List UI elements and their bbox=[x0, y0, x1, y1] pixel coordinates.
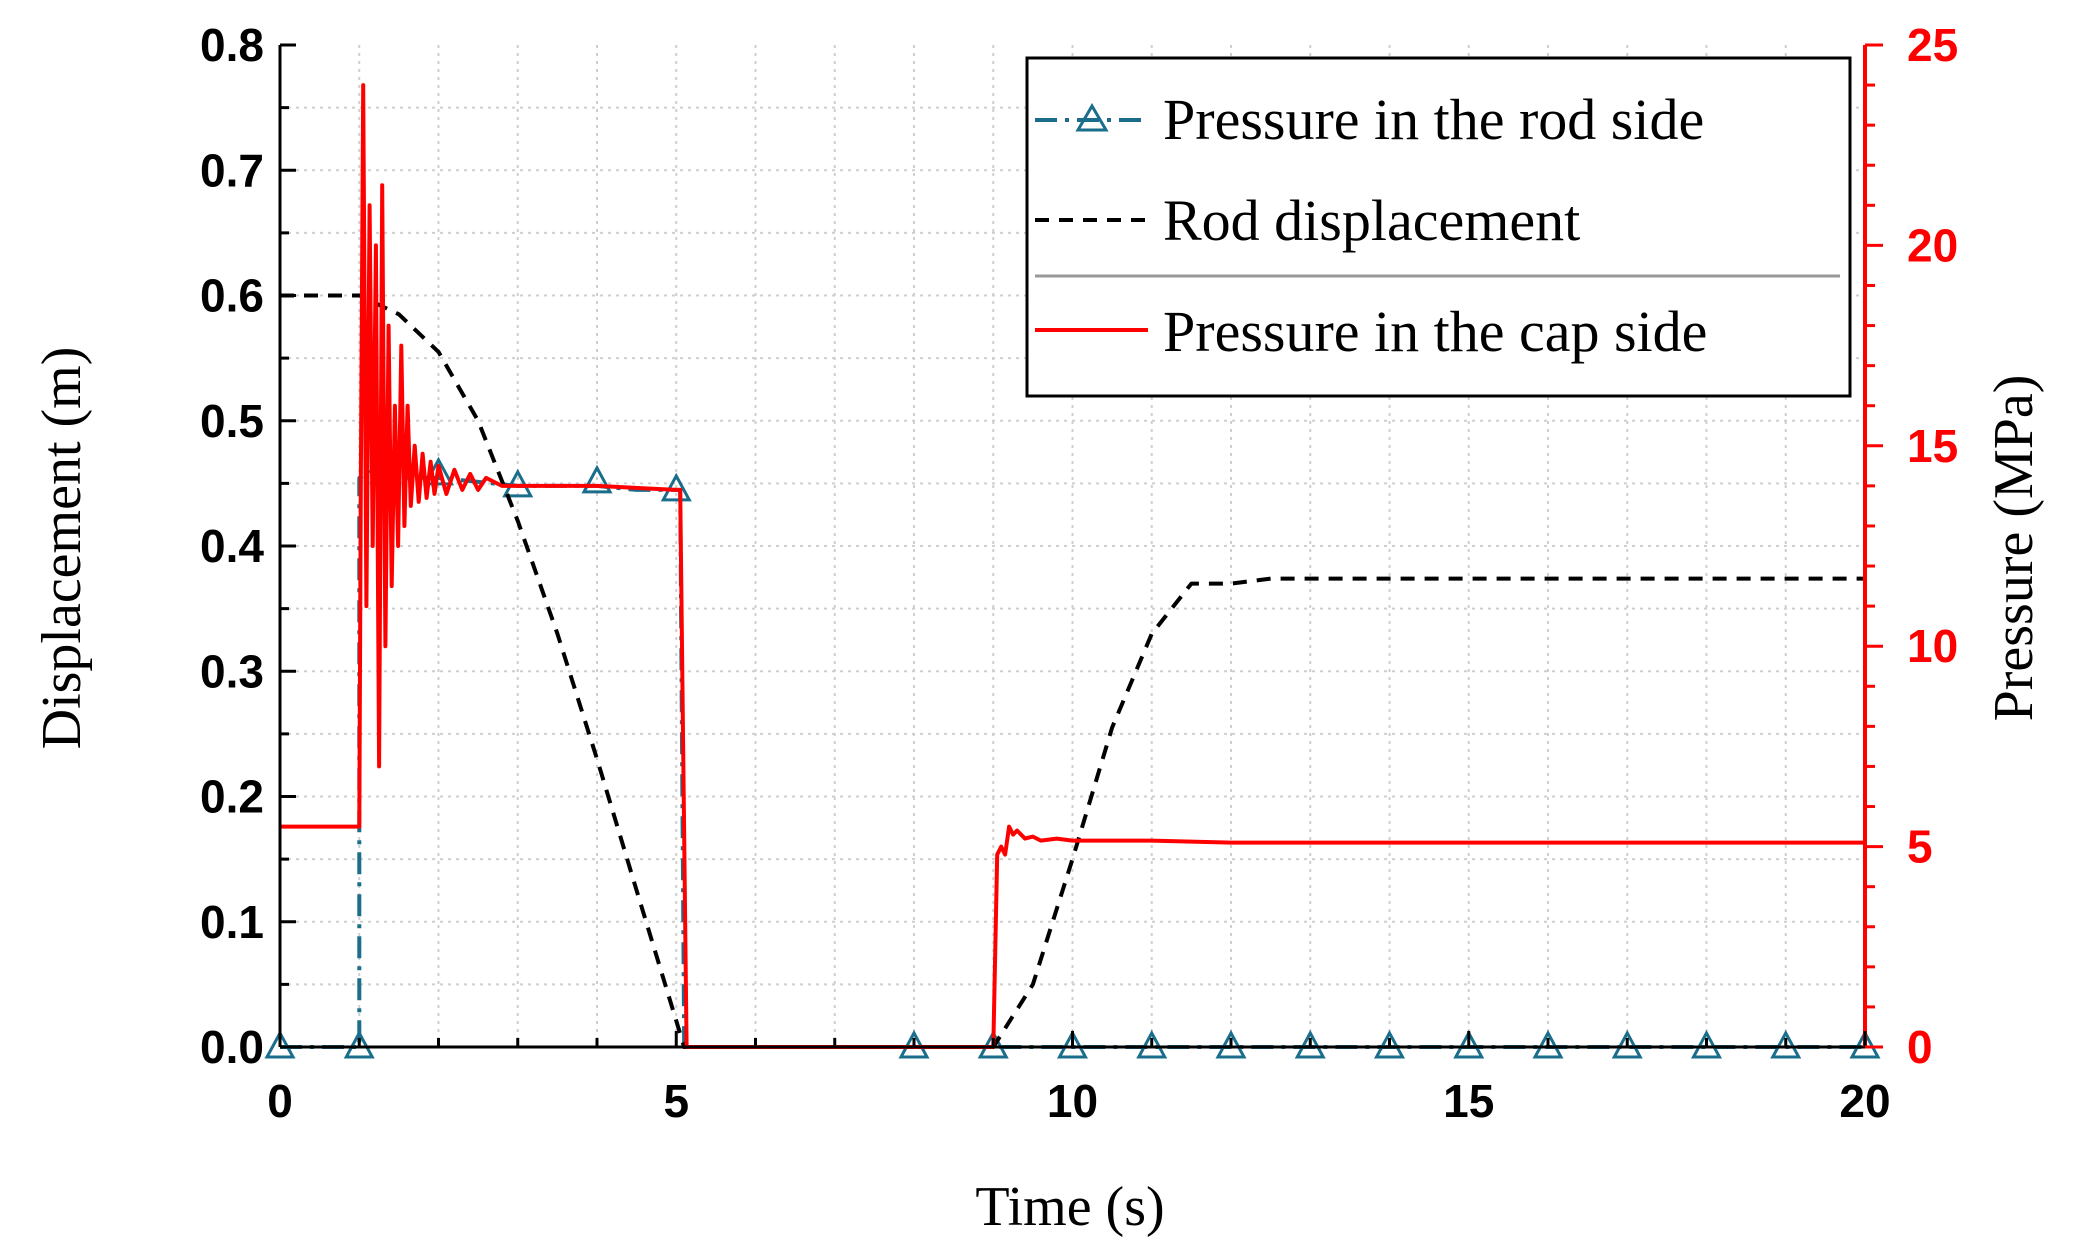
rod-side-marker bbox=[1849, 1029, 1881, 1059]
y-left-tick-label: 0.5 bbox=[200, 395, 264, 447]
grid bbox=[280, 45, 1865, 1047]
rod-side-marker bbox=[1294, 1029, 1326, 1059]
rod-side-marker bbox=[343, 1029, 375, 1059]
tick-labels: 0 5 10 15 20 0.0 0.1 0.2 0.3 0.4 0.5 0.6 0.7 0.8 0 5 10 1… bbox=[200, 19, 1958, 1127]
legend: Pressure in the rod side Rod displacemen… bbox=[1025, 56, 1852, 398]
y-left-tick-label: 0.6 bbox=[200, 270, 264, 322]
legend-box bbox=[1025, 56, 1852, 398]
axes bbox=[278, 43, 1883, 1049]
x-tick-label: 0 bbox=[267, 1075, 293, 1127]
y-left-axis-title: Displacement (m) bbox=[31, 347, 93, 750]
rod-side-marker bbox=[264, 1029, 296, 1059]
rod-side-marker bbox=[1453, 1029, 1485, 1059]
rod-side-marker bbox=[581, 464, 613, 494]
y-left-tick-label: 0.0 bbox=[200, 1021, 264, 1073]
rod-side-marker bbox=[1770, 1029, 1802, 1059]
y-left-tick-label: 0.4 bbox=[200, 520, 264, 572]
y-right-axis-title: Pressure (MPa) bbox=[1983, 375, 2045, 722]
y-left-tick-label: 0.3 bbox=[200, 645, 264, 697]
y-left-tick-label: 0.2 bbox=[200, 771, 264, 823]
rod-side-marker bbox=[1136, 1029, 1168, 1059]
y-right-tick-label: 15 bbox=[1907, 420, 1958, 472]
y-right-tick-label: 20 bbox=[1907, 219, 1958, 271]
legend-label-rod-side: Pressure in the rod side bbox=[1163, 87, 1704, 152]
y-left-tick-label: 0.1 bbox=[200, 896, 264, 948]
y-left-tick-label: 0.8 bbox=[200, 19, 264, 71]
legend-label-rod-displacement: Rod displacement bbox=[1163, 188, 1580, 253]
x-tick-label: 20 bbox=[1839, 1075, 1890, 1127]
y-right-tick-label: 10 bbox=[1907, 620, 1958, 672]
rod-side-marker bbox=[1373, 1029, 1406, 1059]
rod-side-marker bbox=[502, 468, 534, 498]
y-left-tick-label: 0.7 bbox=[200, 144, 264, 196]
y-right-tick-label: 5 bbox=[1907, 821, 1933, 873]
series-cap-side-line bbox=[280, 83, 1865, 1049]
legend-label-cap-side: Pressure in the cap side bbox=[1163, 299, 1707, 364]
x-tick-label: 5 bbox=[663, 1075, 689, 1127]
rod-side-marker bbox=[1611, 1029, 1643, 1059]
rod-side-marker bbox=[1215, 1029, 1247, 1059]
x-tick-label: 15 bbox=[1443, 1075, 1494, 1127]
legend-marker-rod-side bbox=[1075, 103, 1109, 132]
y-right-tick-label: 25 bbox=[1907, 19, 1958, 71]
y-right-tick-label: 0 bbox=[1907, 1021, 1933, 1073]
rod-side-marker bbox=[1690, 1029, 1723, 1059]
x-axis-title: Time (s) bbox=[975, 1176, 1164, 1238]
rod-side-marker bbox=[1532, 1029, 1564, 1059]
x-tick-label: 10 bbox=[1047, 1075, 1098, 1127]
rod-side-marker bbox=[1056, 1029, 1089, 1059]
